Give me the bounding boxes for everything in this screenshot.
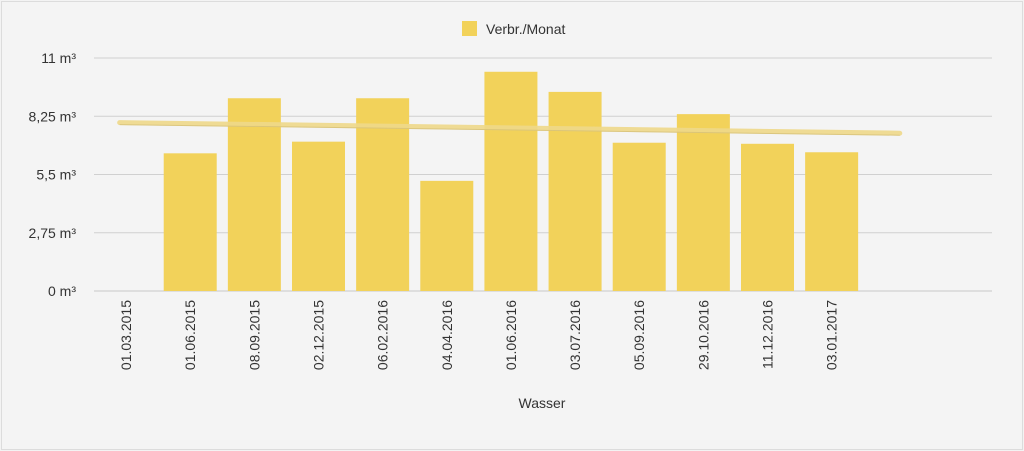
bar xyxy=(484,71,538,291)
legend-label: Verbr./Monat xyxy=(486,21,565,37)
x-axis-title: Wasser xyxy=(519,395,566,411)
bar xyxy=(805,152,859,291)
bar xyxy=(292,141,345,291)
x-tick-label: 11.12.2016 xyxy=(760,300,776,369)
y-tick-label: 8,25 m³ xyxy=(29,108,77,124)
x-tick-label: 05.09.2016 xyxy=(631,300,647,370)
bar xyxy=(227,98,281,291)
bar xyxy=(420,180,474,291)
y-tick-label: 2,75 m³ xyxy=(29,225,77,241)
bar xyxy=(548,91,602,292)
x-tick-label: 01.03.2015 xyxy=(118,300,134,370)
y-tick-label: 5,5 m³ xyxy=(36,167,76,183)
bar xyxy=(741,143,794,291)
x-tick-label: 03.01.2017 xyxy=(824,300,840,370)
x-tick-label: 02.12.2015 xyxy=(311,300,327,370)
bar xyxy=(163,153,217,291)
bar xyxy=(612,142,666,291)
x-tick-label: 01.06.2016 xyxy=(503,300,519,370)
x-tick-label: 08.09.2015 xyxy=(246,300,262,370)
trendline xyxy=(117,120,903,136)
bar xyxy=(356,98,410,291)
trendline-shadow xyxy=(119,124,900,136)
y-tick-label: 0 m³ xyxy=(48,283,76,299)
x-tick-label: 03.07.2016 xyxy=(567,300,583,370)
x-tick-label: 06.02.2016 xyxy=(375,300,391,370)
x-tick-label: 04.04.2016 xyxy=(439,300,455,370)
y-tick-label: 11 m³ xyxy=(41,50,76,66)
x-tick-label: 01.06.2015 xyxy=(182,300,198,370)
bar xyxy=(676,114,730,291)
x-tick-label: 29.10.2016 xyxy=(695,300,711,370)
legend-swatch xyxy=(462,21,477,36)
